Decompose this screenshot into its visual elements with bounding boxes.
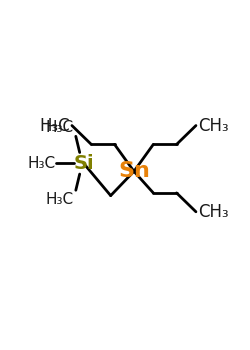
Text: H₃C: H₃C xyxy=(46,120,74,135)
Text: H₃C: H₃C xyxy=(46,191,74,206)
Text: H₃C: H₃C xyxy=(40,117,70,134)
Text: CH₃: CH₃ xyxy=(198,203,228,221)
Text: Sn: Sn xyxy=(118,161,150,181)
Text: Si: Si xyxy=(73,154,94,173)
Text: H₃C: H₃C xyxy=(27,156,56,171)
Text: CH₃: CH₃ xyxy=(198,117,228,134)
